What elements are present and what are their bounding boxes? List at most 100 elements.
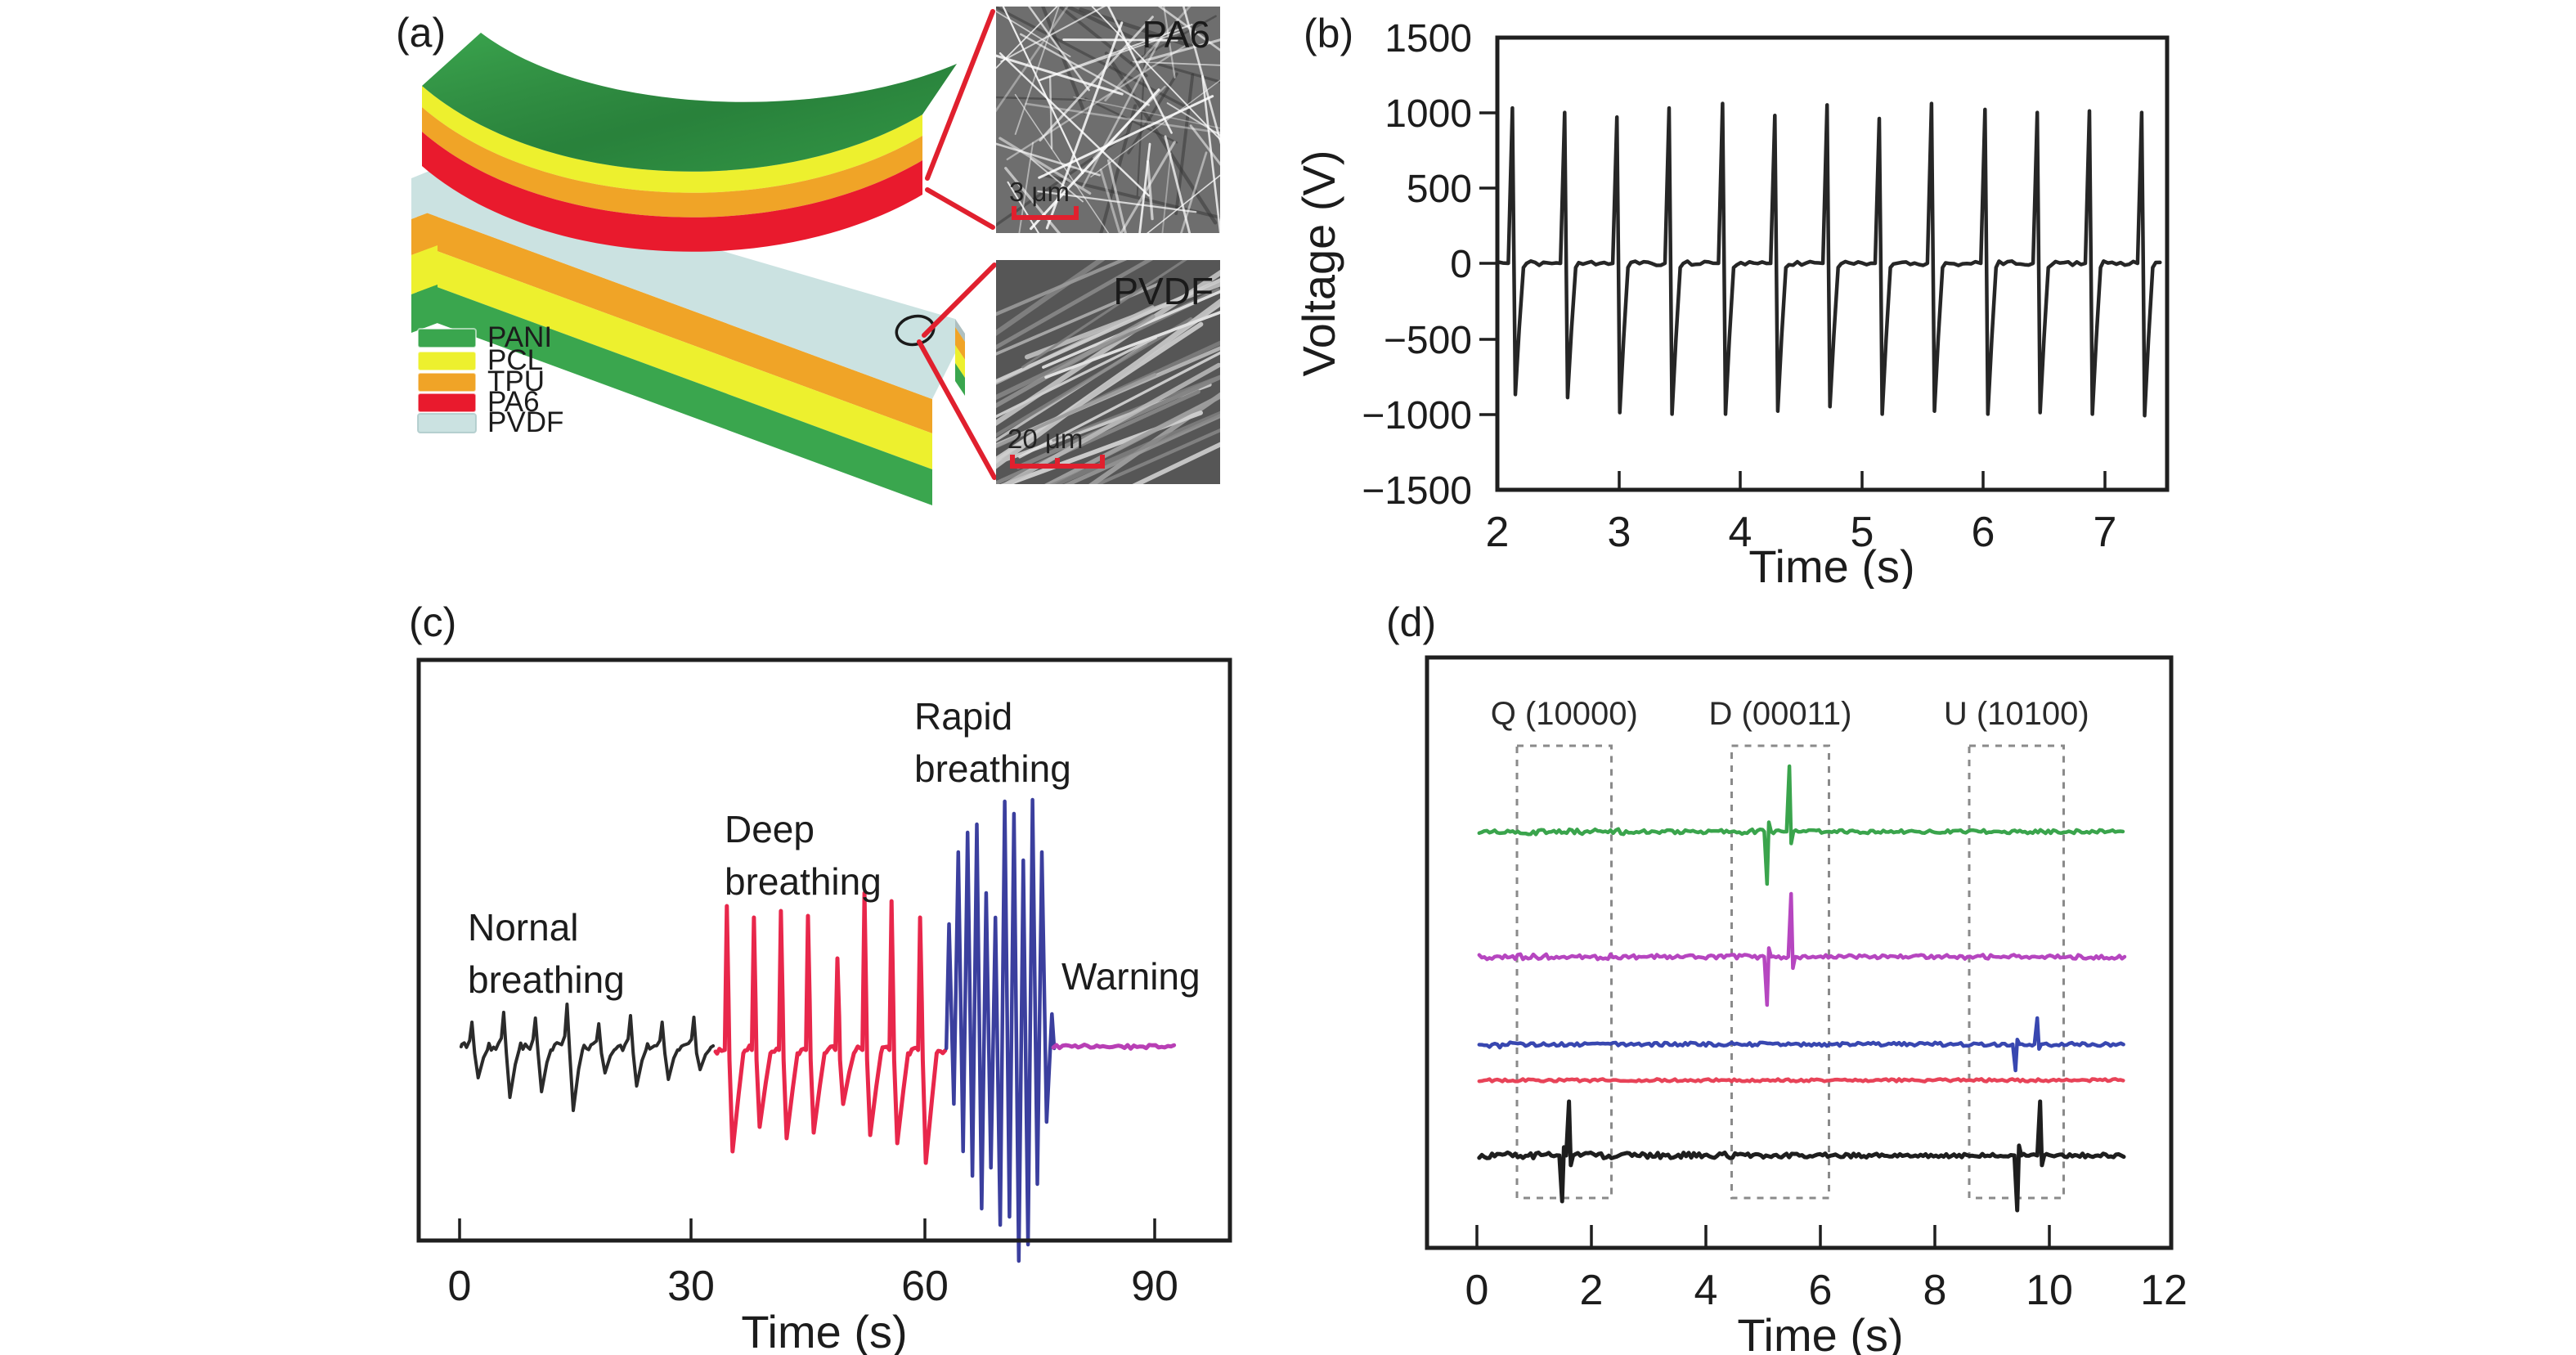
svg-text:10: 10 [2026,1267,2073,1314]
svg-text:−1000: −1000 [1362,394,1472,437]
pa6-scalebar-label: 3 μm [1009,177,1070,207]
pa6-fiber-texture [996,7,1220,233]
svg-text:8: 8 [1923,1267,1947,1314]
panel-d-xaxis-title: Time (s) [1737,1309,1903,1355]
sem-image-pvdf: PVDF 20 μm [996,260,1220,484]
legend-swatch-pa6 [417,393,477,413]
upper-stack-tpu-band [422,107,922,218]
legend-label-pa6: PA6 [487,386,540,418]
panel-b-x-ticks [1618,471,2107,490]
zoom-leader-lines [917,9,997,480]
upper-stack-pcl-band [422,86,922,193]
svg-text:−1500: −1500 [1362,469,1472,513]
annotation-deep-breathing-line1: Deep [725,808,815,850]
legend-label-pani: PANI [487,321,552,353]
panel-c-x-ticks [458,1218,1156,1241]
panel-d-trace-black [1477,1099,2126,1213]
svg-text:2: 2 [1580,1267,1604,1314]
panel-b-y-ticks [1479,111,1497,416]
panel-d-traces [1477,764,2127,1213]
code-box-d [1730,744,1830,1200]
upper-layer-stack [422,33,957,252]
svg-text:2: 2 [1486,509,1510,556]
right-cap-tpu [955,327,965,360]
upper-stack-pani-shading [422,33,957,172]
legend-label-pcl: PCL [487,344,543,376]
svg-text:0: 0 [448,1263,472,1310]
right-cap-pani [955,363,965,396]
panel-c-label: (c) [409,599,456,645]
panel-d-label: (d) [1386,599,1436,645]
right-cap-shadow [955,319,965,342]
panel-b-yaxis-title: Voltage (V) [1300,150,1344,376]
pvdf-scalebar-label: 20 μm [1008,424,1083,454]
panel-b-xaxis-title: Time (s) [1748,541,1914,589]
panel-d-trace-blue [1477,1016,2125,1073]
annotation-normal-breathing-line1: Nornal [468,906,579,949]
svg-text:−500: −500 [1384,319,1472,362]
panel-c-annotations: Nornal breathing Deep breathing Rapid br… [468,695,1200,1001]
panel-d-trace-magenta [1477,891,2127,1007]
pa6-sem-label: PA6 [1142,13,1210,56]
svg-text:12: 12 [2140,1267,2188,1314]
panel-c-xaxis-title: Time (s) [741,1306,907,1355]
panel-c: (c) 0 30 60 90 Time (s) Nornal breathing… [409,599,1232,1355]
panel-d: (d) Q (10000) D (00011) U (10100) [1386,599,2188,1355]
material-legend: PANI PCL TPU PA6 PVDF [417,321,563,438]
legend-swatch-pcl [417,351,477,371]
svg-text:500: 500 [1407,168,1472,211]
code-box-u [1968,744,2065,1200]
pa6-leader-bottom [925,187,995,230]
legend-swatch-pvdf [417,413,477,433]
pa6-scalebar [1012,206,1079,220]
legend-swatch-pani [417,328,477,348]
pvdf-leader-bottom [917,339,997,480]
legend-label-pvdf: PVDF [487,406,563,438]
panel-d-x-ticks [1475,1225,2051,1248]
code-label-u: U (10100) [1944,696,2089,732]
legend-swatch-tpu [417,372,477,393]
panel-b-trace [1497,101,2162,418]
lower-stack-pcl-band [417,244,932,469]
svg-text:4: 4 [1694,1267,1718,1314]
lower-stack-tpu-band [417,209,932,433]
panel-b: (b) 1500 1000 500 0 −500 −1000 −15 [1300,11,2170,589]
svg-text:6: 6 [1809,1267,1833,1314]
svg-text:7: 7 [2094,509,2117,556]
panel-b-y-tick-labels: 1500 1000 500 0 −500 −1000 −1500 [1362,17,1472,513]
right-cap-pcl [955,345,965,378]
svg-text:90: 90 [1131,1263,1178,1310]
panel-c-x-tick-labels: 0 30 60 90 [448,1263,1178,1310]
annotation-rapid-breathing-line2: breathing [914,747,1071,790]
panel-d-trace-red [1477,1077,2125,1084]
upper-stack-pa6-band [422,132,922,252]
svg-text:3: 3 [1608,509,1631,556]
panel-c-trace-warning [1051,1043,1177,1051]
lower-cap-tpu [411,209,438,255]
svg-text:1500: 1500 [1384,17,1472,61]
panel-c-trace-rapid [944,797,1057,1263]
svg-text:6: 6 [1972,509,1995,556]
svg-text:0: 0 [1465,1267,1489,1314]
sem-image-pa6: PA6 3 μm [996,7,1220,233]
svg-text:0: 0 [1450,243,1472,286]
code-label-q: Q (10000) [1491,696,1638,732]
annotation-rapid-breathing-line1: Rapid [914,695,1012,738]
annotation-deep-breathing-line2: breathing [725,860,882,903]
code-box-q [1515,744,1613,1200]
svg-text:5: 5 [1851,509,1874,556]
panel-b-label: (b) [1304,11,1353,56]
pvdf-leader-top [922,262,997,338]
panel-d-trace-green [1477,764,2125,886]
panel-c-trace-normal [459,1003,716,1112]
pa6-leader-top [925,9,995,181]
panel-a-label: (a) [396,10,446,56]
annotation-warning: Warning [1061,955,1200,998]
pvdf-sem-label: PVDF [1113,270,1214,312]
svg-text:60: 60 [901,1263,949,1310]
legend-label-tpu: TPU [487,366,545,397]
panel-d-plot-frame [1425,655,2174,1250]
pvdf-scalebar [1010,455,1105,469]
panel-b-x-tick-labels: 2 3 4 5 6 7 [1486,509,2117,556]
